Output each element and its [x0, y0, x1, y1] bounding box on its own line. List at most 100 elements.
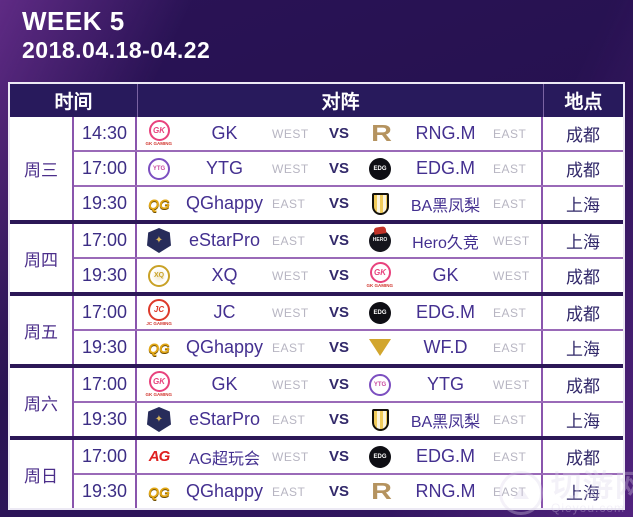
vs-label: VS	[328, 195, 349, 212]
match-time: 19:30	[74, 259, 137, 292]
region-label: WEST	[272, 305, 309, 320]
page-title: WEEK 5 2018.04.18-04.22	[22, 6, 210, 64]
header-location: 地点	[543, 84, 623, 117]
day-group: 周三 14:30 GK GK GAMING GK WEST VS R RNG.M EAST 成都 17…	[10, 117, 623, 220]
hero-logo-icon: HERO	[362, 229, 398, 252]
region-label: WEST	[272, 161, 309, 176]
matchup-cell: YTG YTG WEST VS EDG EDG.M EAST	[137, 152, 543, 185]
region-label: EAST	[493, 449, 527, 464]
team-name: YTG	[426, 374, 464, 394]
estar-logo-glyph: ✦	[147, 228, 171, 253]
match-row: 17:00 AG AG超玩会 WEST VS EDG EDG.M EAST 成都	[74, 440, 623, 473]
match-location: 成都	[566, 305, 600, 324]
match-time: 19:30	[74, 187, 137, 220]
day-rows: 17:00 AG AG超玩会 WEST VS EDG EDG.M EAST 成都 19:30 QG Q…	[74, 440, 623, 508]
gk-logo-icon: GK GK GAMING	[141, 120, 177, 147]
away-team: BA黑凤梨 EAST	[362, 192, 537, 216]
team-name: GK	[432, 265, 459, 285]
matchup-cell: ✦ eStarPro EAST VS HERO Hero久竞 WEST	[137, 224, 543, 257]
match-time: 19:30	[74, 403, 137, 436]
match-location: 成都	[566, 161, 600, 180]
match-row: 17:00 GK GK GAMING GK WEST VS YTG YTG WEST 成都	[74, 368, 623, 401]
edg-logo-icon: EDG	[362, 445, 398, 468]
region-label: EAST	[272, 340, 306, 355]
home-team: XQ XQ WEST	[141, 264, 316, 287]
team-name: AG超玩会	[188, 450, 261, 468]
match-row: 19:30 QG QGhappy EAST VS R RNG.M EAST 上海	[74, 473, 623, 508]
matchup-cell: AG AG超玩会 WEST VS EDG EDG.M EAST	[137, 440, 543, 473]
region-label: EAST	[493, 484, 527, 499]
vs-label: VS	[328, 339, 349, 356]
match-location: 成都	[566, 449, 600, 468]
home-team: QG QGhappy EAST	[141, 193, 316, 214]
jc-logo-caption: JC GAMING	[146, 320, 172, 327]
qg-logo-glyph: QG	[148, 483, 170, 500]
week-title: WEEK 5	[22, 6, 125, 36]
matchup-cell: QG QGhappy EAST VS BA黑凤梨 EAST	[137, 187, 543, 220]
team-name: Hero久竞	[412, 234, 479, 252]
match-location: 上海	[566, 340, 600, 359]
matchup-cell: ✦ eStarPro EAST VS BA黑凤梨 EAST	[137, 403, 543, 436]
day-label: 周三	[10, 117, 74, 220]
match-row: 14:30 GK GK GAMING GK WEST VS R RNG.M EAST 成都	[74, 117, 623, 150]
team-name: GK	[211, 374, 238, 394]
header-time: 时间	[54, 92, 93, 113]
home-team: YTG YTG WEST	[141, 157, 316, 180]
away-team: EDG EDG.M EAST	[362, 157, 537, 180]
region-label: EAST	[493, 196, 527, 211]
region-label: WEST	[272, 268, 309, 283]
wfd-logo-icon	[362, 339, 398, 356]
ag-logo-glyph: AG	[148, 448, 170, 465]
matchup-cell: JC JC GAMING JC WEST VS EDG EDG.M EAST	[137, 296, 543, 329]
home-team: GK GK GAMING GK WEST	[141, 371, 316, 398]
match-location: 成都	[566, 126, 600, 145]
match-row: 19:30 XQ XQ WEST VS GK GK GAMING GK WEST 成都	[74, 257, 623, 292]
region-label: EAST	[493, 412, 527, 427]
day-label: 周六	[10, 368, 74, 436]
matchup-cell: GK GK GAMING GK WEST VS YTG YTG WEST	[137, 368, 543, 401]
region-label: WEST	[272, 126, 309, 141]
edg-logo-icon: EDG	[362, 301, 398, 324]
match-row: 17:00 YTG YTG WEST VS EDG EDG.M EAST 成都	[74, 150, 623, 185]
region-label: EAST	[493, 340, 527, 355]
vs-label: VS	[328, 125, 349, 142]
team-name: QGhappy	[185, 481, 264, 501]
day-group: 周五 17:00 JC JC GAMING JC WEST VS EDG EDG.M EAST 成都…	[10, 292, 623, 364]
team-name: RNG.M	[415, 123, 476, 143]
team-name: EDG.M	[415, 446, 475, 466]
ba-logo-icon	[362, 192, 398, 215]
ba-logo-icon	[362, 408, 398, 431]
match-row: 17:00 JC JC GAMING JC WEST VS EDG EDG.M EAST 成都	[74, 296, 623, 329]
day-rows: 17:00 GK GK GAMING GK WEST VS YTG YTG WEST 成都 19:3…	[74, 368, 623, 436]
away-team: WF.D EAST	[362, 337, 537, 358]
ytg-logo-icon: YTG	[141, 157, 177, 180]
jc-logo-glyph: JC	[148, 298, 170, 321]
home-team: JC JC GAMING JC WEST	[141, 298, 316, 327]
gk-logo-icon: GK GK GAMING	[141, 371, 177, 398]
vs-label: VS	[328, 483, 349, 500]
estar-logo-icon: ✦	[141, 407, 177, 432]
region-label: WEST	[272, 449, 309, 464]
team-name: eStarPro	[188, 230, 261, 250]
home-team: AG AG超玩会 WEST	[141, 445, 316, 469]
edg-logo-glyph: EDG	[369, 445, 391, 468]
edg-logo-glyph: EDG	[369, 301, 391, 324]
home-team: ✦ eStarPro EAST	[141, 407, 316, 432]
home-team: QG QGhappy EAST	[141, 337, 316, 358]
day-group: 周六 17:00 GK GK GAMING GK WEST VS YTG YTG WEST 成都 19…	[10, 364, 623, 436]
team-name: QGhappy	[185, 337, 264, 357]
team-name: eStarPro	[188, 409, 261, 429]
ytg-logo-icon: YTG	[362, 373, 398, 396]
qg-logo-icon: QG	[141, 197, 177, 211]
match-time: 17:00	[74, 368, 137, 401]
match-time: 17:00	[74, 440, 137, 473]
match-time: 17:00	[74, 296, 137, 329]
team-name: GK	[211, 123, 238, 143]
rng-logo-icon: R	[362, 480, 398, 503]
match-row: 19:30 QG QGhappy EAST VS WF.D EAST 上海	[74, 329, 623, 364]
team-name: RNG.M	[415, 481, 476, 501]
qg-logo-glyph: QG	[148, 339, 170, 356]
match-location: 上海	[566, 233, 600, 252]
matchup-cell: GK GK GAMING GK WEST VS R RNG.M EAST	[137, 117, 543, 150]
away-team: GK GK GAMING GK WEST	[362, 262, 537, 289]
